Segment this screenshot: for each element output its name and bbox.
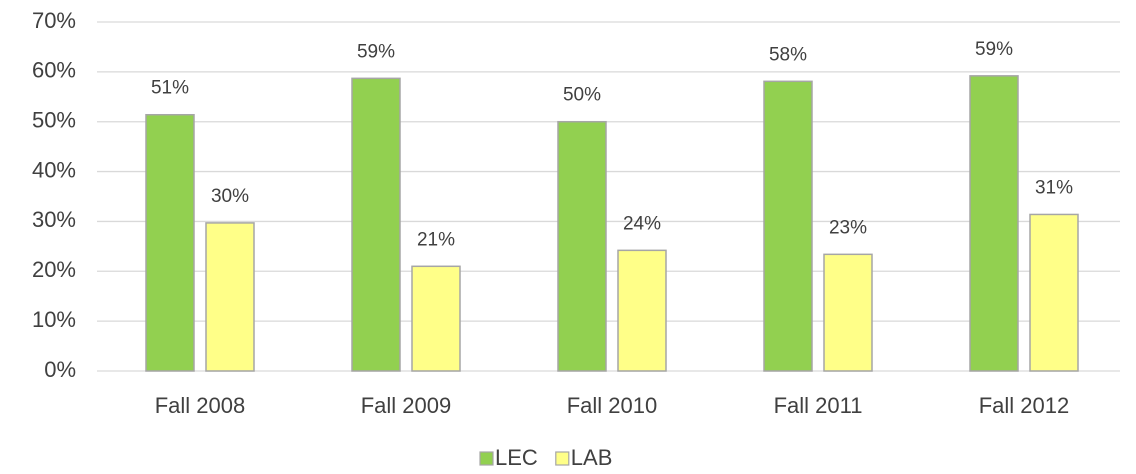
bar [969,75,1019,372]
x-tick-label: Fall 2011 [774,393,863,418]
data-label: 58% [769,44,807,65]
y-tick-label: 60% [32,58,76,83]
y-tick-label: 10% [32,307,76,332]
y-tick-label: 30% [32,207,76,232]
y-tick-label: 0% [44,357,76,382]
bar [1029,213,1079,372]
data-label: 59% [357,41,395,62]
bar [823,253,873,372]
data-label: 30% [211,186,249,207]
x-tick-label: Fall 2009 [361,393,452,418]
bar [557,120,607,372]
y-tick-label: 20% [32,257,76,282]
y-tick-label: 50% [32,108,76,133]
data-label: 51% [151,78,189,99]
legend-swatch [555,451,570,466]
legend-label: LAB [571,445,613,470]
bar [351,77,401,372]
x-tick-label: Fall 2008 [155,393,246,418]
y-tick-label: 40% [32,157,76,182]
data-label: 50% [563,85,601,106]
data-label: 31% [1035,177,1073,198]
y-tick-label: 70% [32,8,76,33]
x-tick-label: Fall 2012 [979,393,1070,418]
bar [617,249,667,372]
legend-swatch [479,451,494,466]
legend-label: LEC [495,445,538,470]
bar [411,265,461,372]
data-label: 23% [829,217,867,238]
data-label: 24% [623,213,661,234]
bar [763,80,813,372]
bar [145,113,195,372]
bar [205,222,255,372]
x-tick-label: Fall 2010 [567,393,658,418]
data-label: 21% [417,229,455,250]
data-label: 59% [975,39,1013,60]
